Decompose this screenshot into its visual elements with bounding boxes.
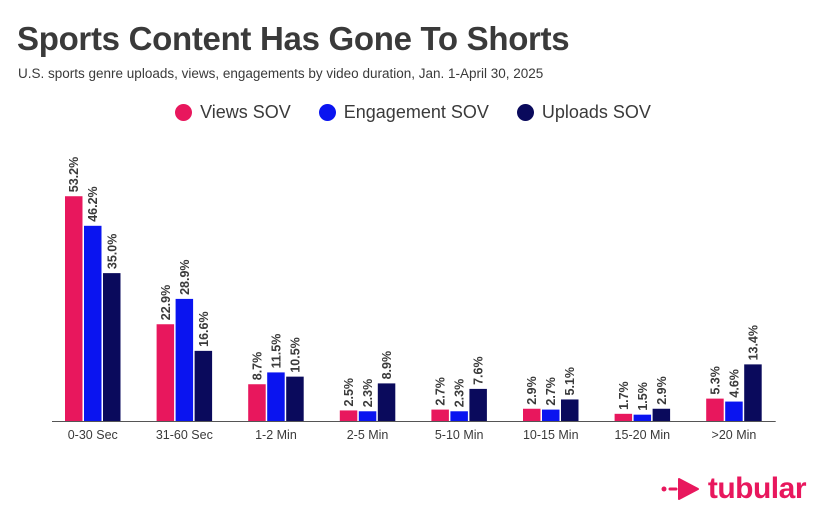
- data-label: 53.2%: [67, 157, 81, 192]
- chart-subtitle: U.S. sports genre uploads, views, engage…: [18, 66, 544, 81]
- legend-item-uploads: Uploads SOV: [516, 102, 651, 123]
- data-label: 2.3%: [453, 379, 467, 408]
- data-label: 13.4%: [746, 325, 760, 360]
- legend-swatch-engagement: [318, 104, 336, 121]
- bar-views-sov-7: [706, 398, 724, 421]
- data-label: 2.7%: [434, 377, 448, 406]
- data-label: 1.7%: [617, 381, 631, 410]
- bar-engagement-sov-7: [725, 401, 743, 421]
- bar-engagement-sov-2: [267, 372, 285, 421]
- bar-engagement-sov-1: [175, 298, 194, 421]
- bar-engagement-sov-0: [84, 225, 102, 421]
- legend-label-uploads: Uploads SOV: [541, 102, 651, 122]
- bar-engagement-sov-6: [633, 414, 652, 421]
- bar-uploads-sov-2: [286, 376, 304, 421]
- data-label: 8.9%: [380, 351, 394, 380]
- bar-views-sov-2: [248, 384, 266, 421]
- x-tick-label: 2-5 Min: [347, 428, 389, 442]
- bar-views-sov-5: [523, 408, 541, 421]
- chart-title: Sports Content Has Gone To Shorts: [17, 20, 570, 57]
- data-label: 16.6%: [197, 311, 211, 346]
- chart-legend: Views SOV Engagement SOV Uploads SOV: [0, 102, 826, 123]
- brand-name: tubular: [707, 472, 807, 505]
- bar-uploads-sov-4: [469, 388, 487, 421]
- bar-engagement-sov-3: [358, 411, 377, 421]
- bar-views-sov-6: [614, 413, 633, 421]
- data-label: 5.1%: [563, 367, 577, 396]
- data-label: 2.7%: [544, 377, 558, 406]
- data-label: 10.5%: [288, 337, 302, 372]
- x-tick-label: 10-15 Min: [523, 428, 579, 442]
- bar-views-sov-0: [65, 196, 83, 421]
- bar-engagement-sov-4: [450, 411, 468, 421]
- brand-logo: tubular: [660, 472, 807, 506]
- data-label: 7.6%: [472, 356, 486, 385]
- data-label: 2.9%: [525, 376, 539, 405]
- bar-uploads-sov-7: [744, 364, 762, 421]
- data-label: 2.9%: [655, 376, 669, 405]
- data-label: 1.5%: [636, 382, 650, 411]
- bar-views-sov-1: [156, 324, 175, 421]
- data-label: 2.5%: [342, 378, 356, 407]
- x-tick-label: 1-2 Min: [255, 428, 297, 442]
- bar-views-sov-3: [339, 410, 358, 421]
- x-tick-label: 0-30 Sec: [68, 428, 118, 442]
- x-tick-label: >20 Min: [712, 428, 757, 442]
- legend-label-views: Views SOV: [200, 102, 291, 122]
- data-label: 28.9%: [178, 259, 192, 294]
- data-label: 46.2%: [86, 186, 100, 221]
- data-label: 4.6%: [727, 369, 741, 398]
- x-tick-label: 5-10 Min: [435, 428, 484, 442]
- bar-uploads-sov-1: [194, 350, 213, 421]
- data-label: 22.9%: [159, 285, 173, 320]
- data-label: 11.5%: [269, 334, 283, 369]
- data-label: 5.3%: [708, 366, 722, 395]
- bar-uploads-sov-3: [377, 383, 396, 421]
- bar-uploads-sov-5: [561, 399, 579, 421]
- bar-engagement-sov-5: [542, 409, 560, 421]
- data-label: 35.0%: [105, 234, 119, 269]
- legend-swatch-uploads: [516, 104, 534, 121]
- tubular-arrow-logo-icon: [661, 478, 699, 500]
- x-tick-label: 15-20 Min: [615, 428, 671, 442]
- x-tick-label: 31-60 Sec: [156, 428, 213, 442]
- bar-views-sov-4: [431, 409, 449, 421]
- bar-uploads-sov-6: [652, 408, 671, 421]
- data-label: 8.7%: [250, 352, 264, 381]
- legend-item-engagement: Engagement SOV: [318, 102, 489, 123]
- legend-swatch-views: [175, 104, 193, 121]
- data-label: 2.3%: [361, 379, 375, 408]
- legend-item-views: Views SOV: [175, 102, 291, 123]
- bar-uploads-sov-0: [103, 273, 121, 421]
- legend-label-engagement: Engagement SOV: [343, 102, 489, 122]
